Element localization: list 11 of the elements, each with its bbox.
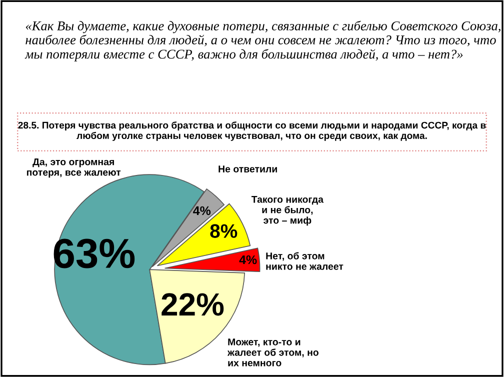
slice-label: Да, это огромная потеря, все жалеют bbox=[26, 158, 121, 178]
slice-label: Такого никогда и не было, это – миф bbox=[251, 196, 324, 226]
slice-label: Нет, об этом никто не жалеет bbox=[266, 252, 344, 270]
slice-label: Не ответили bbox=[218, 166, 277, 172]
data-label: 4% bbox=[239, 255, 257, 264]
data-label: 8% bbox=[210, 224, 238, 238]
data-label: 4% bbox=[193, 206, 211, 216]
data-label: 22% bbox=[162, 293, 224, 316]
chart-subtitle: 28.5. Потеря чувства реального братства и общности со всеми людьми и народами СССР, когда в любом уголке страны человек чувствовал, что он среди своих, как дома. bbox=[18, 121, 486, 141]
slice-label: Может, кто-то и жалеет об этом, но их немного bbox=[227, 338, 318, 366]
chart-title: «Как Вы думаете, какие духовные потери, связанные с гибелью Советского Союза, наиболее болезненны для людей, а о чем они совсем не жалеют? Что из того, что мы потеряли вместе с СССР, важно для большинства людей, а что – нет?» bbox=[24, 20, 500, 62]
